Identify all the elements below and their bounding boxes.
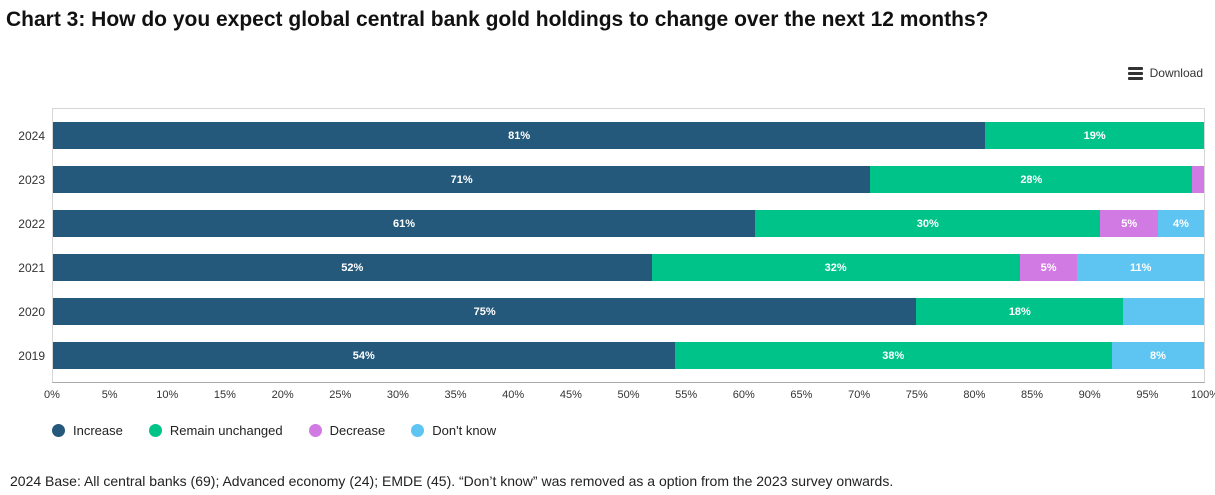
bar-segment-increase[interactable]: 61% [53,210,756,237]
legend-label: Remain unchanged [169,423,283,438]
y-axis-label: 2023 [18,172,45,187]
y-axis-label: 2019 [18,348,45,363]
y-axis-label: 2022 [18,216,45,231]
hamburger-menu-icon [1127,66,1143,80]
bar-segment-remain-unchanged[interactable]: 30% [755,210,1101,237]
bar-value-label: 61% [393,217,416,230]
bar-segment-increase[interactable]: 81% [53,122,986,149]
legend-item-increase[interactable]: Increase [52,423,123,438]
x-axis-tick-label: 35% [444,389,467,401]
plot-and-axis: 2024 81% 19% 2023 71% 28% 2022 61% 30% 5% 4% 2021 52… [18,108,1215,407]
bar-value-label: 4% [1173,217,1189,230]
x-axis-tick-label: 15% [213,389,236,401]
bar-row-2023: 2023 71% 28% [18,166,1204,193]
x-axis-tick-label: 50% [617,389,640,401]
x-axis-tick-label: 10% [156,389,179,401]
bar-segment-remain-unchanged[interactable]: 18% [916,298,1124,325]
bar-segment-remain-unchanged[interactable]: 19% [985,122,1204,149]
bar-segment-decrease[interactable]: 5% [1100,210,1158,237]
bar-value-label: 38% [882,349,905,362]
bar-segment-decrease[interactable] [1192,166,1204,193]
y-axis-label: 2021 [18,260,45,275]
bar-value-label: 18% [1008,305,1031,318]
bar-value-label: 54% [352,349,375,362]
bar-segment-don-t-know[interactable]: 8% [1111,342,1204,369]
x-axis-tick-label: 100% [1190,389,1215,401]
bar-row-2022: 2022 61% 30% 5% 4% [18,210,1204,237]
bar-value-label: 75% [473,305,496,318]
chart-title: Chart 3: How do you expect global centra… [6,8,989,31]
download-label: Download [1149,66,1203,80]
bar-value-label: 28% [1020,173,1043,186]
bar-value-label: 52% [341,261,364,274]
x-axis-tick-label: 40% [502,389,525,401]
bar-segment-increase[interactable]: 54% [53,342,675,369]
bar-segment-increase[interactable]: 75% [53,298,917,325]
legend-dot [308,424,322,437]
x-axis-tick-label: 45% [559,389,582,401]
x-axis-tick-label: 75% [905,389,928,401]
legend-dot [411,424,425,437]
bar-segment-decrease[interactable]: 5% [1019,254,1078,281]
bar-row-2020: 2020 75% 18% [18,298,1204,325]
legend-item-remain-unchanged[interactable]: Remain unchanged [148,423,283,438]
x-axis-tick-label: 30% [386,389,409,401]
bar-value-label: 11% [1129,261,1152,274]
chart-container: 2024 81% 19% 2023 71% 28% 2022 61% 30% 5% 4% 2021 52… [12,108,1215,438]
bar-segment-remain-unchanged[interactable]: 38% [674,342,1112,369]
x-axis-tick-label: 5% [101,389,118,401]
y-axis-label: 2024 [18,128,45,143]
bar-row-2021: 2021 52% 32% 5% 11% [18,254,1204,281]
legend-dot [148,424,162,437]
x-axis-tick-label: 85% [1021,389,1044,401]
x-axis-tick-label: 65% [790,389,813,401]
bar-segment-don-t-know[interactable]: 11% [1077,254,1204,281]
bar-row-2024: 2024 81% 19% [18,122,1204,149]
bar-value-label: 19% [1083,129,1106,142]
x-axis-tick-label: 25% [329,389,352,401]
bar-segment-increase[interactable]: 71% [53,166,871,193]
x-axis-tick-label: 80% [963,389,986,401]
bar-segment-increase[interactable]: 52% [53,254,652,281]
x-axis-tick-label: 70% [848,389,871,401]
x-axis-tick-label: 0% [44,389,60,401]
legend-label: Increase [73,423,123,438]
bar-value-label: 32% [824,261,847,274]
legend-label: Decrease [329,423,386,438]
bar-value-label: 71% [450,173,473,186]
x-axis-tick-label: 55% [675,389,698,401]
x-axis-tick-label: 20% [271,389,294,401]
bar-row-2019: 2019 54% 38% 8% [18,342,1204,369]
x-axis-tick-label: 60% [732,389,755,401]
bar-value-label: 8% [1149,349,1166,362]
legend-label: Don't know [432,423,497,438]
x-axis-tick-label: 95% [1136,389,1159,401]
legend-item-decrease[interactable]: Decrease [308,423,386,438]
bar-segment-remain-unchanged[interactable]: 32% [651,254,1020,281]
bar-segment-remain-unchanged[interactable]: 28% [870,166,1193,193]
plot-area: 2024 81% 19% 2023 71% 28% 2022 61% 30% 5% 4% 2021 52… [18,108,1205,383]
bar-segment-don-t-know[interactable]: 4% [1157,210,1204,237]
legend-item-don-t-know[interactable]: Don't know [411,423,496,438]
bar-value-label: 30% [916,217,939,230]
footnote: 2024 Base: All central banks (69); Advan… [10,473,894,489]
bar-value-label: 5% [1121,217,1138,230]
x-axis-tick-label: 90% [1078,389,1101,401]
bar-segment-don-t-know[interactable] [1123,298,1204,325]
bar-value-label: 5% [1040,261,1057,274]
legend: Increase Remain unchanged Decrease Don't kn… [52,423,1205,438]
bar-value-label: 81% [508,129,531,142]
y-axis-label: 2020 [18,304,45,319]
download-button[interactable]: Download [1127,66,1203,80]
legend-dot [52,424,65,437]
x-axis: 0% 5% 10% 15% 20% 25% 30% 35% 40% 45% 50% 55% 60% 65%… [44,387,1215,407]
